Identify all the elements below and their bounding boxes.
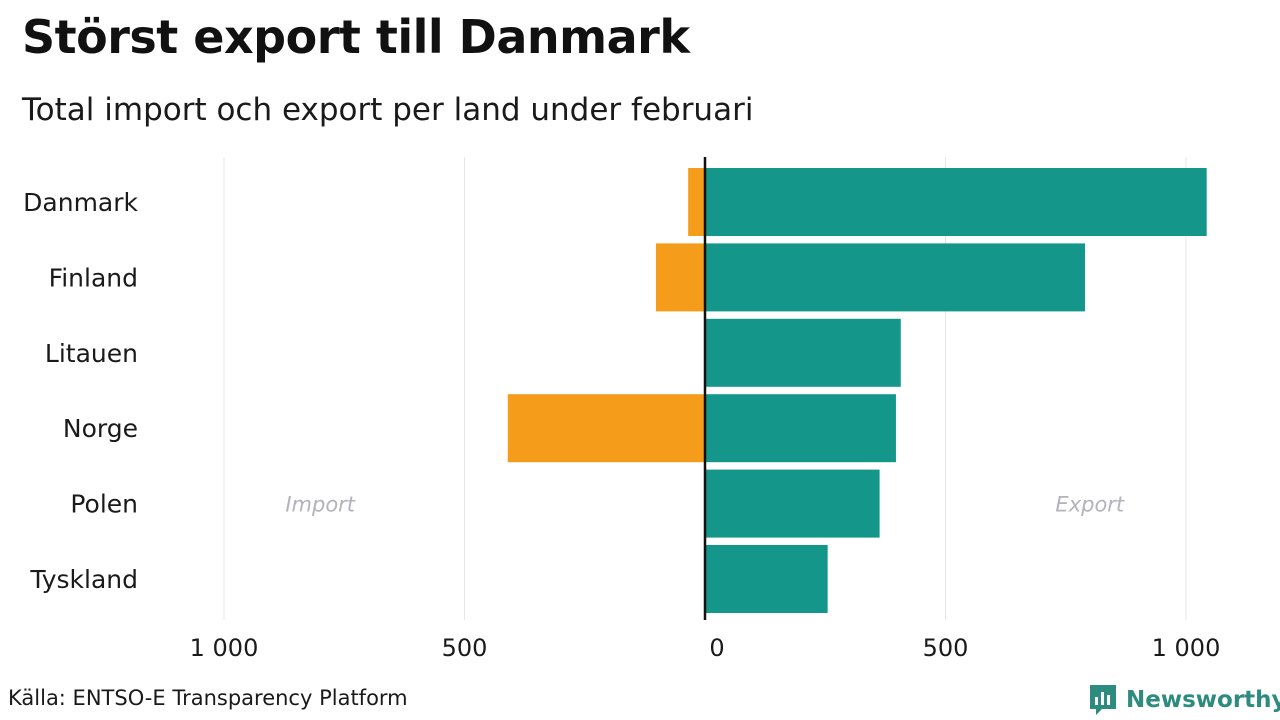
category-label: Litauen [45,339,138,368]
source-note: Källa: ENTSO-E Transparency Platform [8,686,408,710]
category-label: Finland [49,263,138,292]
import-bar [655,243,705,312]
annotation-label: Export [1055,493,1125,517]
export-bar [705,318,901,387]
chart-subtitle: Total import och export per land under f… [22,92,754,128]
x-tick-label: 1 000 [1152,634,1221,662]
category-label: Polen [70,490,138,519]
category-label: Tyskland [29,565,138,594]
annotation-label: Import [285,493,355,517]
category-label: Danmark [23,188,138,217]
import-bar [507,394,705,463]
x-tick-label: 500 [442,634,488,662]
x-tick-label: 0 [709,634,724,662]
chart-title: Störst export till Danmark [22,10,690,64]
export-bar [705,394,896,463]
export-bar [705,168,1207,236]
export-bar [705,545,828,613]
brand-name: Newsworthy [1126,687,1280,713]
import-bar [688,168,705,236]
export-bar [705,469,880,538]
brand-logo: Newsworthy [1088,682,1280,718]
x-tick-label: 500 [923,634,969,662]
x-tick-label: 1 000 [190,634,259,662]
newsworthy-chart-icon [1090,685,1116,715]
export-bar [705,243,1085,312]
category-label: Norge [63,414,138,443]
